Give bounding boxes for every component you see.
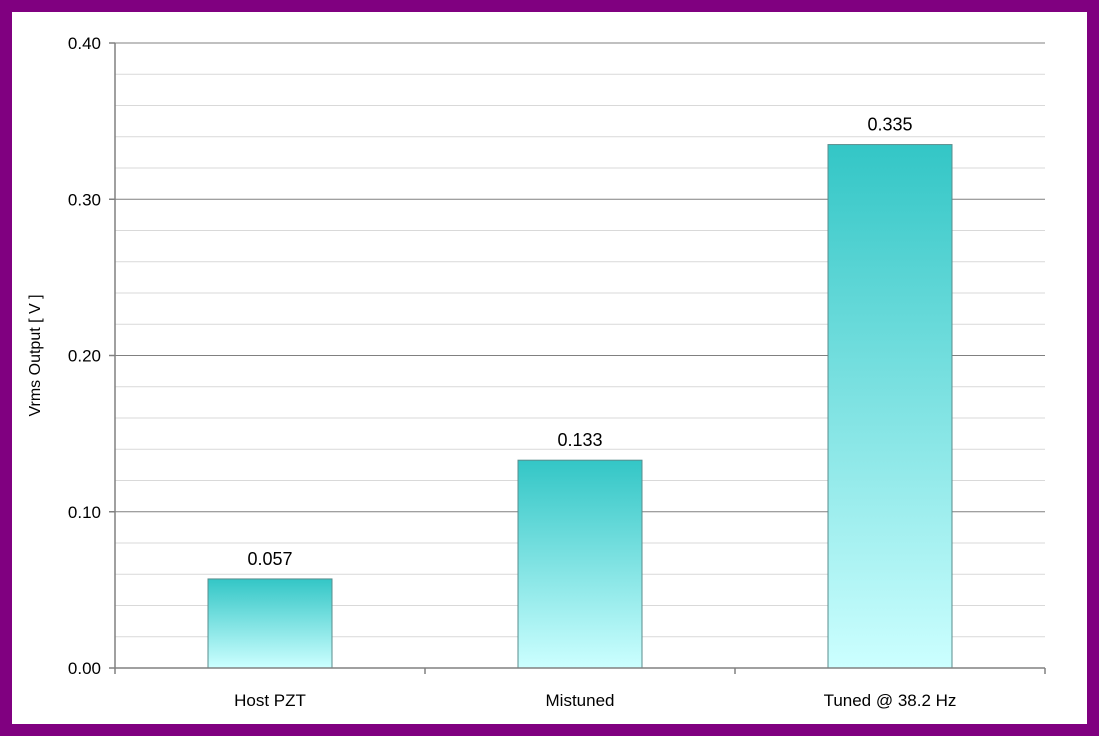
x-tick-label: Host PZT [234, 691, 306, 710]
x-tick-labels: Host PZT Mistuned Tuned @ 38.2 Hz [234, 691, 956, 710]
axes [109, 42, 1046, 674]
y-tick-label: 0.20 [68, 347, 101, 366]
bar-value-label: 0.057 [247, 549, 292, 569]
y-tick-label: 0.30 [68, 190, 101, 209]
y-tick-label: 0.40 [68, 34, 101, 53]
bars [207, 144, 953, 669]
bar-value-label: 0.133 [557, 430, 602, 450]
bar [827, 144, 953, 669]
x-tick-label: Mistuned [546, 691, 615, 710]
x-tick-label: Tuned @ 38.2 Hz [824, 691, 957, 710]
bar [207, 578, 333, 669]
y-axis-title: Vrms Output [ V ] [27, 294, 44, 416]
y-tick-label: 0.10 [68, 503, 101, 522]
y-tick-labels: 0.00 0.10 0.20 0.30 0.40 [68, 34, 101, 678]
bar [517, 459, 643, 669]
data-labels: 0.057 0.133 0.335 [247, 115, 912, 569]
bar-value-label: 0.335 [867, 115, 912, 135]
y-tick-label: 0.00 [68, 659, 101, 678]
